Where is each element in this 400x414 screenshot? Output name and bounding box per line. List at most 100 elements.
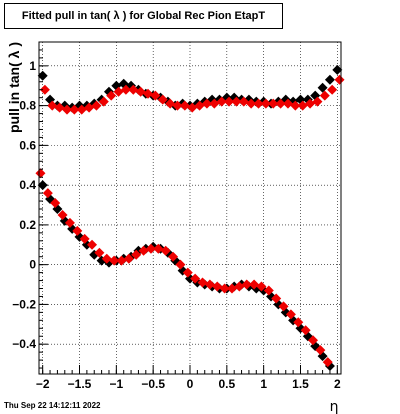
- data-point-red: [94, 247, 105, 258]
- data-point-red: [231, 96, 242, 107]
- data-point-red: [300, 325, 311, 336]
- data-point-red: [47, 100, 58, 111]
- y-tick-label: 0.8: [19, 99, 36, 113]
- data-point-red: [297, 100, 308, 111]
- data-point-red: [64, 217, 75, 228]
- data-point-red: [72, 225, 83, 236]
- chart-title-box: Fitted pull in tan( λ ) for Global Rec P…: [4, 3, 283, 29]
- data-point-black: [317, 82, 328, 93]
- data-point-red: [241, 279, 252, 290]
- data-point-red: [172, 100, 183, 111]
- data-point-red: [120, 84, 131, 95]
- x-tick-label: 2: [334, 377, 341, 391]
- y-tick-label: 0.4: [19, 178, 36, 192]
- data-point-red: [179, 100, 190, 111]
- data-point-red: [253, 98, 264, 109]
- data-point-black: [118, 78, 129, 89]
- timestamp-label: Thu Sep 22 14:12:11 2022: [4, 401, 101, 410]
- x-tick-label: 1: [260, 377, 267, 391]
- data-point-red: [182, 267, 193, 278]
- data-point-red: [238, 96, 249, 107]
- data-point-red: [165, 98, 176, 109]
- x-tick-label: −2: [36, 377, 50, 391]
- data-point-red: [42, 188, 53, 199]
- data-point-red: [91, 100, 102, 111]
- x-tick-label: −1.5: [68, 377, 92, 391]
- data-point-red: [293, 317, 304, 328]
- y-tick-label: −0.4: [12, 337, 36, 351]
- data-point-red: [224, 96, 235, 107]
- x-tick-label: −0.5: [141, 377, 165, 391]
- data-point-red: [123, 253, 134, 264]
- data-point-red: [187, 102, 198, 113]
- y-tick-label: 1: [29, 59, 36, 73]
- data-point-red: [322, 357, 333, 368]
- data-point-red: [219, 283, 230, 294]
- data-point-red: [319, 90, 330, 101]
- data-point-red: [113, 86, 124, 97]
- y-axis-label: pull in tan( λ ): [6, 42, 22, 133]
- data-point-red: [135, 86, 146, 97]
- data-point-black: [324, 74, 335, 85]
- data-point-red: [98, 96, 109, 107]
- data-point-red: [209, 98, 220, 109]
- data-point-red: [278, 301, 289, 312]
- data-point-red: [145, 243, 156, 254]
- data-point-red: [290, 100, 301, 111]
- data-point-red: [128, 84, 139, 95]
- data-point-red: [327, 84, 338, 95]
- x-tick-label: 1.5: [292, 377, 309, 391]
- data-point-red: [204, 279, 215, 290]
- y-tick-label: −0.2: [12, 297, 36, 311]
- data-point-red: [197, 277, 208, 288]
- data-point-red: [87, 239, 98, 250]
- data-point-black: [37, 70, 48, 81]
- data-point-red: [190, 273, 201, 284]
- data-point-red: [285, 309, 296, 320]
- data-point-red: [61, 104, 72, 115]
- data-point-red: [246, 98, 257, 109]
- chart-title: Fitted pull in tan( λ ) for Global Rec P…: [21, 10, 266, 22]
- data-point-red: [194, 100, 205, 111]
- data-point-red: [160, 245, 171, 256]
- data-point-red: [263, 285, 274, 296]
- data-point-red: [138, 245, 149, 256]
- data-point-red: [150, 90, 161, 101]
- data-point-red: [76, 104, 87, 115]
- data-point-red: [50, 198, 61, 209]
- data-point-red: [249, 279, 260, 290]
- x-tick-label: −1: [109, 377, 123, 391]
- data-point-red: [234, 281, 245, 292]
- data-point-red: [256, 281, 267, 292]
- data-point-red: [334, 74, 345, 85]
- data-point-red: [305, 98, 316, 109]
- data-point-red: [312, 96, 323, 107]
- data-point-red: [175, 259, 186, 270]
- y-tick-label: 0: [29, 258, 36, 272]
- y-tick-label: 0.6: [19, 138, 36, 152]
- x-axis-label: η: [330, 399, 339, 414]
- data-point-red: [106, 90, 117, 101]
- data-point-red: [315, 345, 326, 356]
- data-point-black: [332, 64, 343, 75]
- data-point-red: [131, 249, 142, 260]
- data-point-red: [39, 84, 50, 95]
- data-point-red: [216, 96, 227, 107]
- data-point-red: [54, 102, 65, 113]
- data-point-red: [101, 253, 112, 264]
- data-point-red: [260, 98, 271, 109]
- axis-tick-labels: −2 −1.5 −1 −0.5 0 0.5 1 1.5 2 −0.4 −0.2 0 0.2 0.4 0.6 0…: [12, 59, 341, 391]
- data-point-red: [109, 255, 120, 266]
- data-point-red: [308, 335, 319, 346]
- data-point-red: [226, 283, 237, 294]
- data-point-red: [79, 233, 90, 244]
- series-red-markers: [35, 74, 345, 368]
- data-point-red: [268, 98, 279, 109]
- x-tick-label: 0.5: [218, 377, 235, 391]
- data-point-red: [57, 209, 68, 220]
- data-point-red: [271, 293, 282, 304]
- data-point-red: [157, 94, 168, 105]
- data-point-red: [69, 104, 80, 115]
- grid-lines: [39, 42, 341, 374]
